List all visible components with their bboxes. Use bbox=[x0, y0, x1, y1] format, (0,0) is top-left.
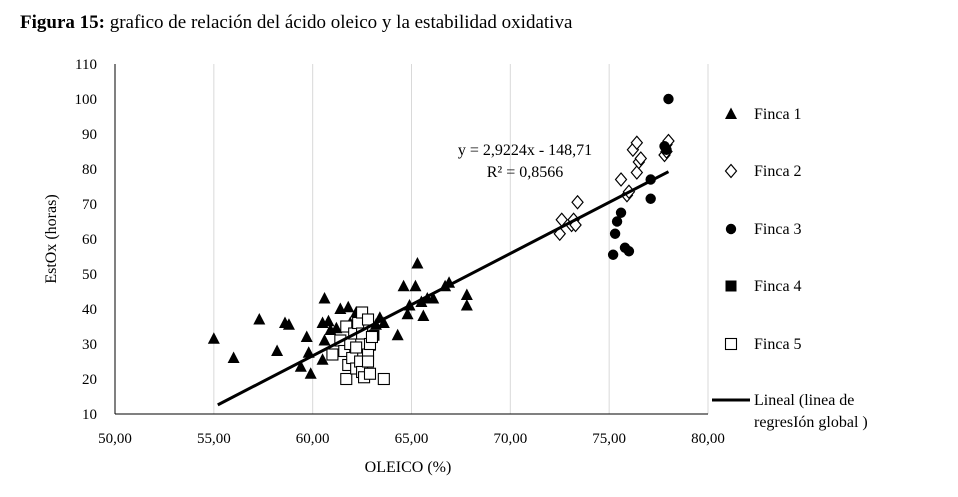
data-points bbox=[207, 93, 675, 386]
y-tick-label: 100 bbox=[75, 92, 98, 108]
data-point-finca1 bbox=[253, 313, 266, 325]
legend-marker-finca3 bbox=[725, 223, 737, 235]
x-tick-label: 70,00 bbox=[493, 431, 527, 447]
y-tick-label: 10 bbox=[82, 407, 97, 423]
legend-label-lineal-line1: Lineal (linea de bbox=[754, 392, 854, 409]
data-point-finca1 bbox=[460, 299, 473, 311]
trendline bbox=[217, 170, 670, 407]
x-tick-label: 55,00 bbox=[197, 431, 231, 447]
data-point-finca1 bbox=[397, 279, 410, 292]
series-3 bbox=[607, 93, 674, 260]
r-squared-label: R² = 0,8566 bbox=[487, 164, 564, 181]
data-point-finca5 bbox=[363, 367, 377, 380]
data-point-finca3 bbox=[645, 193, 656, 204]
data-point-finca1 bbox=[411, 257, 424, 269]
legend-marker-finca4 bbox=[725, 280, 737, 292]
data-point-finca1 bbox=[282, 318, 295, 330]
data-point-finca3 bbox=[615, 207, 627, 218]
data-point-finca3 bbox=[607, 249, 619, 260]
legend-label-finca1: Finca 1 bbox=[754, 106, 802, 123]
data-point-finca1 bbox=[300, 330, 313, 342]
y-tick-label: 40 bbox=[82, 302, 97, 318]
data-point-finca5 bbox=[340, 372, 353, 386]
data-point-finca2 bbox=[571, 194, 584, 210]
legend-label-finca5: Finca 5 bbox=[754, 336, 802, 353]
data-point-finca1 bbox=[415, 295, 428, 307]
data-point-finca3 bbox=[661, 144, 672, 155]
y-tick-label: 30 bbox=[82, 337, 97, 353]
legend-label-finca3: Finca 3 bbox=[754, 221, 802, 238]
data-point-finca1 bbox=[227, 351, 240, 363]
equation-label: y = 2,9224x - 148,71 bbox=[458, 142, 592, 159]
data-point-finca3 bbox=[623, 246, 635, 257]
data-point-finca2 bbox=[630, 135, 644, 151]
data-point-finca3 bbox=[611, 216, 623, 227]
data-point-finca1 bbox=[330, 321, 343, 334]
x-tick-label: 75,00 bbox=[592, 431, 626, 447]
legend-label-lineal-line2: regresIón global ) bbox=[754, 414, 868, 431]
data-point-finca5 bbox=[361, 355, 375, 368]
data-point-finca1 bbox=[207, 332, 220, 344]
x-tick-label: 50,00 bbox=[98, 431, 132, 447]
data-point-finca3 bbox=[609, 228, 621, 239]
y-tick-label: 20 bbox=[82, 372, 97, 388]
data-point-finca1 bbox=[318, 292, 331, 304]
y-tick-labels: 10 20 30 40 50 60 70 80 90 100 110 bbox=[75, 57, 98, 423]
data-point-finca1 bbox=[401, 307, 414, 320]
legend-label-finca2: Finca 2 bbox=[754, 163, 802, 180]
data-point-finca1 bbox=[342, 300, 355, 313]
x-tick-label: 65,00 bbox=[395, 431, 429, 447]
data-point-finca5 bbox=[361, 313, 375, 326]
figure-caption-label: Figura 15: bbox=[20, 12, 105, 33]
data-point-finca1 bbox=[417, 309, 430, 321]
legend: Finca 1 Finca 2 Finca 3 Finca 4 Finca 5 … bbox=[712, 106, 868, 431]
data-point-finca1 bbox=[377, 316, 390, 328]
trendline-group bbox=[217, 170, 670, 407]
y-tick-label: 110 bbox=[75, 57, 97, 73]
x-tick-labels: 50,00 55,00 60,00 65,00 70,00 75,00 80,00 bbox=[98, 431, 725, 447]
x-tick-label: 60,00 bbox=[296, 431, 330, 447]
data-point-finca1 bbox=[460, 288, 473, 300]
data-point-finca1 bbox=[427, 292, 440, 304]
series-5 bbox=[326, 306, 390, 386]
figure-caption-text: grafico de relación del ácido oleico y l… bbox=[104, 12, 573, 33]
data-point-finca5 bbox=[377, 372, 390, 386]
figure-caption: Figura 15: grafico de relación del ácido… bbox=[20, 12, 572, 34]
data-point-finca2 bbox=[630, 165, 644, 180]
data-point-finca5 bbox=[340, 320, 353, 333]
data-point-finca1 bbox=[271, 344, 284, 356]
y-tick-label: 90 bbox=[82, 127, 97, 143]
data-point-finca1 bbox=[322, 314, 335, 327]
y-axis-label: EstOx (horas) bbox=[43, 194, 60, 283]
data-point-finca5 bbox=[326, 348, 339, 361]
y-tick-label: 80 bbox=[82, 162, 97, 178]
data-point-finca5 bbox=[350, 341, 363, 354]
data-point-finca1 bbox=[391, 328, 404, 341]
data-point-finca1 bbox=[294, 360, 307, 372]
y-tick-label: 50 bbox=[82, 267, 97, 283]
data-point-finca3 bbox=[663, 93, 674, 105]
legend-marker-finca2 bbox=[724, 163, 738, 179]
series-1 bbox=[207, 257, 473, 379]
axes bbox=[114, 64, 708, 415]
vertical-gridlines bbox=[213, 64, 709, 414]
legend-label-finca4: Finca 4 bbox=[754, 278, 802, 295]
data-point-finca2 bbox=[634, 151, 648, 166]
legend-marker-finca5 bbox=[724, 337, 738, 351]
data-point-finca5 bbox=[365, 330, 379, 344]
data-point-finca1 bbox=[316, 353, 329, 365]
x-tick-label: 80,00 bbox=[691, 431, 725, 447]
legend-marker-finca1 bbox=[725, 107, 737, 119]
x-axis-label: OLEICO (%) bbox=[365, 459, 452, 476]
data-point-finca2 bbox=[614, 172, 628, 187]
data-point-finca1 bbox=[409, 279, 422, 292]
data-point-finca1 bbox=[304, 367, 317, 379]
data-point-finca1 bbox=[318, 334, 331, 346]
y-tick-label: 70 bbox=[82, 197, 97, 213]
y-tick-label: 60 bbox=[82, 232, 97, 248]
